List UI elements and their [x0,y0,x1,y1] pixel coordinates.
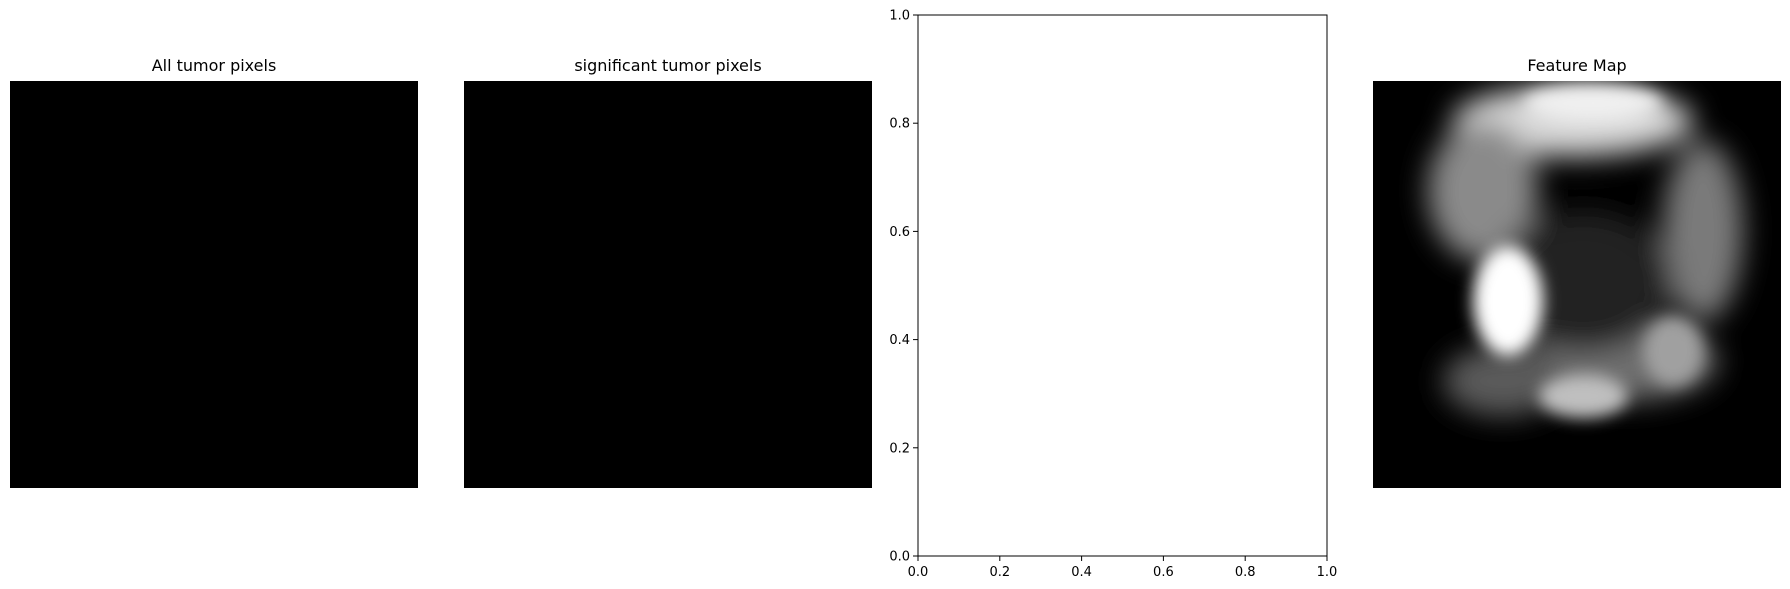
feature-map-heatmap [1373,81,1781,488]
x-tick-label: 0.6 [1153,565,1174,580]
panel-title-significant-tumor-pixels: significant tumor pixels [574,56,762,75]
x-tick-label: 0.4 [1071,565,1092,580]
panel-title-all-tumor-pixels: All tumor pixels [151,56,277,75]
y-axis: 0.0 0.2 0.4 0.6 0.8 1.0 [889,9,918,565]
all-tumor-pixels-image [10,81,418,488]
y-tick-label: 0.0 [889,550,910,565]
x-axis: 0.0 0.2 0.4 0.6 0.8 1.0 [908,556,1338,580]
y-tick-label: 1.0 [889,9,910,24]
x-tick-label: 0.0 [908,565,929,580]
x-tick-label: 1.0 [1317,565,1338,580]
y-tick-label: 0.6 [889,225,910,240]
x-tick-label: 0.8 [1235,565,1256,580]
panel-title-feature-map: Feature Map [1527,56,1627,75]
y-tick-label: 0.8 [889,117,910,132]
y-tick-label: 0.4 [889,333,910,348]
plot-area-frame [917,14,1328,557]
x-tick-label: 0.2 [989,565,1010,580]
y-tick-label: 0.2 [889,441,910,456]
feature-map-image [1373,81,1781,488]
significant-tumor-pixels-image [464,81,872,488]
